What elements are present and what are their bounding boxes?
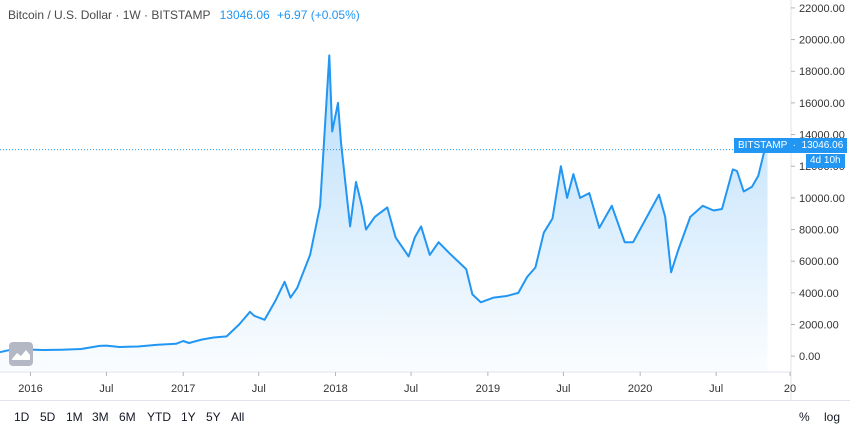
- log-scale-button[interactable]: log: [824, 410, 841, 424]
- bar-countdown: 4d 10h: [806, 154, 845, 168]
- range-ytd-button[interactable]: YTD: [147, 410, 171, 424]
- y-tick-label: 10000.00: [799, 193, 845, 205]
- x-tick-label: 20: [784, 383, 796, 395]
- y-tick-label: 16000.00: [799, 98, 845, 110]
- y-tick-label: 2000.00: [799, 320, 839, 332]
- x-tick-label: Jul: [99, 383, 113, 395]
- x-tick-label: Jul: [252, 383, 266, 395]
- x-tick-label: Jul: [404, 383, 418, 395]
- price-tag-exchange: BITSTAMP: [738, 140, 788, 151]
- y-tick-label: 18000.00: [799, 66, 845, 78]
- chart-header: Bitcoin / U.S. Dollar · 1W · BITSTAMP 13…: [8, 8, 360, 22]
- x-tick-label: 2017: [171, 383, 195, 395]
- range-1y-button[interactable]: 1Y: [181, 410, 196, 424]
- price-area-fill: [0, 55, 768, 373]
- x-tick-label: Jul: [709, 383, 723, 395]
- price-change: +6.97 (+0.05%): [277, 8, 360, 22]
- y-tick-label: 6000.00: [799, 256, 839, 268]
- price-series-line: [0, 54, 768, 354]
- price-tag-value: 13046.06: [801, 140, 844, 151]
- exchange-price-tag: BITSTAMP · 13046.06: [734, 138, 848, 153]
- x-tick-label: 2019: [476, 383, 500, 395]
- range-1d-button[interactable]: 1D: [14, 410, 30, 424]
- range-5y-button[interactable]: 5Y: [206, 410, 221, 424]
- tradingview-badge-icon[interactable]: [9, 342, 33, 366]
- range-all-button[interactable]: All: [231, 410, 245, 424]
- bottom-toolbar: 1D 5D 1M 3M 6M YTD 1Y 5Y All % log: [0, 400, 850, 431]
- range-3m-button[interactable]: 3M: [92, 410, 109, 424]
- x-tick-label: 2018: [323, 383, 347, 395]
- y-tick-label: 22000.00: [799, 3, 845, 15]
- y-tick-label: 8000.00: [799, 225, 839, 237]
- range-1m-button[interactable]: 1M: [66, 410, 83, 424]
- y-tick-label: 4000.00: [799, 288, 839, 300]
- x-tick-label: Jul: [556, 383, 570, 395]
- range-6m-button[interactable]: 6M: [119, 410, 136, 424]
- percent-scale-button[interactable]: %: [799, 410, 810, 424]
- symbol-title[interactable]: Bitcoin / U.S. Dollar · 1W · BITSTAMP: [8, 8, 211, 22]
- y-tick-label: 0.00: [799, 351, 820, 363]
- y-tick-label: 20000.00: [799, 35, 845, 47]
- x-tick-label: 2020: [628, 383, 652, 395]
- range-5d-button[interactable]: 5D: [40, 410, 56, 424]
- last-price: 13046.06: [219, 8, 270, 22]
- x-tick-label: 2016: [18, 383, 42, 395]
